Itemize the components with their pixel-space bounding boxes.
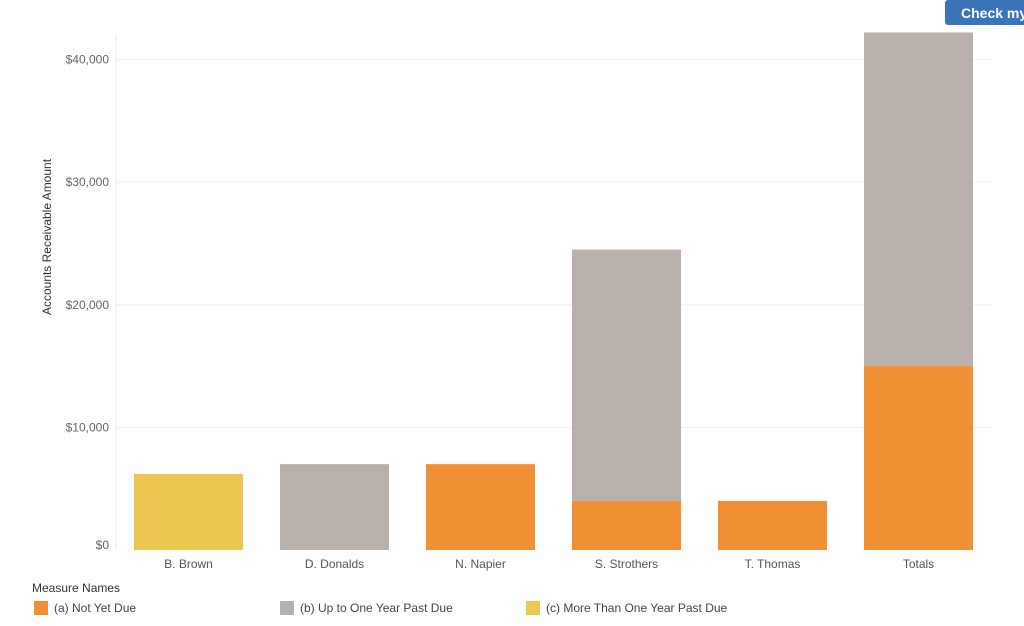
- x-tick-label-totals: Totals: [903, 557, 934, 571]
- bar-n-napier-a-not-yet-due[interactable]: [426, 464, 535, 550]
- x-tick-label-n-napier: N. Napier: [455, 557, 506, 571]
- bar-s-strothers-b-up-to-one-year-past-due[interactable]: [572, 249, 681, 501]
- grid-lines: [115, 34, 992, 550]
- legend-swatch-not-yet-due: [34, 601, 48, 615]
- legend-item-up-to-one-year: (b) Up to One Year Past Due: [280, 601, 453, 615]
- legend-label-not-yet-due: (a) Not Yet Due: [54, 601, 137, 615]
- bar-b-brown-c-more-than-one-year-past-due[interactable]: [134, 473, 243, 550]
- legend-item-more-than-one-year: (c) More Than One Year Past Due: [526, 601, 727, 615]
- y-tick-label: $10,000: [66, 420, 110, 434]
- legend-swatch-up-to-one-year: [280, 601, 294, 615]
- y-tick-label: $30,000: [66, 175, 110, 189]
- legend-items: (a) Not Yet Due (b) Up to One Year Past …: [32, 601, 1012, 619]
- legend: Measure Names (a) Not Yet Due (b) Up to …: [32, 580, 1012, 619]
- bar-totals-b-up-to-one-year-past-due[interactable]: [864, 32, 973, 367]
- x-tick-label-d-donalds: D. Donalds: [305, 557, 364, 571]
- x-tick-label-t-thomas: T. Thomas: [745, 557, 801, 571]
- legend-label-more-than-one-year: (c) More Than One Year Past Due: [546, 601, 728, 615]
- bar-d-donalds-b-up-to-one-year-past-due[interactable]: [280, 464, 389, 550]
- legend-title: Measure Names: [32, 581, 121, 595]
- y-tick-label: $20,000: [66, 298, 110, 312]
- y-tick-label: $40,000: [66, 53, 110, 67]
- legend-swatch-more-than-one-year: [526, 601, 540, 615]
- x-tick-label-b-brown: B. Brown: [164, 557, 213, 571]
- bar-totals-a-not-yet-due[interactable]: [864, 366, 973, 550]
- y-axis-ticks: $0 $10,000 $20,000 $30,000 $40,000: [66, 53, 110, 553]
- check-my-work-button[interactable]: Check my: [945, 0, 1024, 25]
- bar-s-strothers-a-not-yet-due[interactable]: [572, 500, 681, 550]
- bar-t-thomas-a-not-yet-due[interactable]: [718, 500, 827, 550]
- y-axis-title: Accounts Receivable Amount: [40, 158, 54, 315]
- bars: [134, 32, 973, 550]
- y-tick-label: $0: [96, 538, 110, 552]
- x-tick-label-s-strothers: S. Strothers: [595, 557, 658, 571]
- bar-chart: $0 $10,000 $20,000 $30,000 $40,000 B. Brown D…: [40, 32, 992, 571]
- legend-label-up-to-one-year: (b) Up to One Year Past Due: [300, 601, 453, 615]
- legend-item-not-yet-due: (a) Not Yet Due: [34, 601, 136, 615]
- x-axis-labels: B. Brown D. Donalds N. Napier S. Strothers T…: [164, 557, 934, 571]
